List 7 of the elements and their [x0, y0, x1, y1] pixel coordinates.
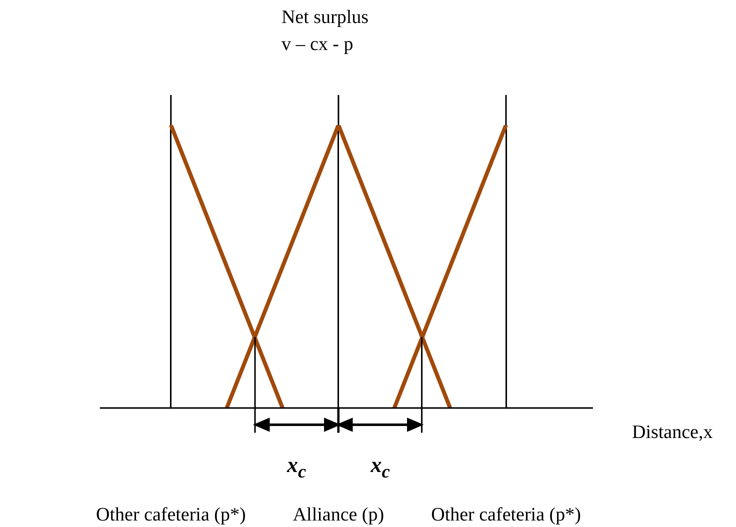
text: x$_{c}$ [370, 452, 391, 482]
y-axis-title: Net surplus v – cx - p [281, 6, 369, 55]
x-tick-label: Alliance (p) [292, 504, 384, 526]
text: x$_{c}$ [286, 452, 308, 482]
x-tick-label: Other cafeteria (p*) [96, 504, 246, 526]
x-tick-label: Other cafeteria (p*) [431, 504, 581, 526]
x-axis-title: Distance,x [632, 422, 714, 443]
